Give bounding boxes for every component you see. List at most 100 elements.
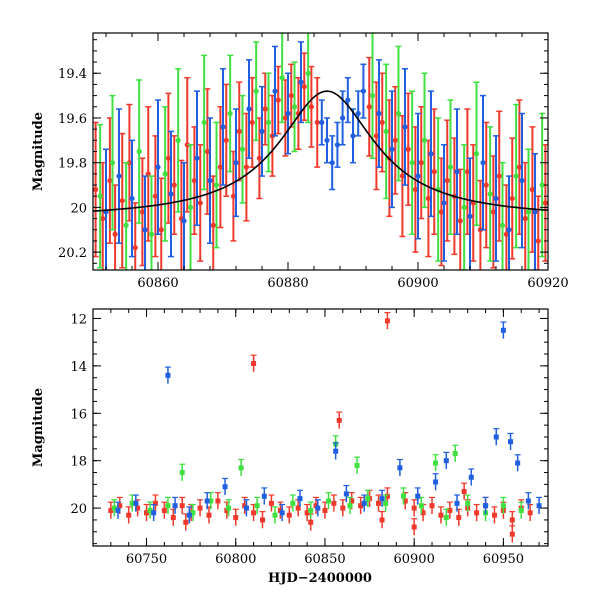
red-point [275, 97, 281, 103]
blue-point [297, 496, 303, 502]
blue-point [329, 160, 335, 166]
green-point [201, 119, 207, 126]
blue-point [315, 505, 321, 511]
blue-point [389, 146, 395, 152]
red-point [411, 505, 417, 511]
red-point [509, 531, 515, 537]
green-point [290, 500, 296, 506]
blue-point [350, 133, 356, 139]
green-point [187, 204, 194, 210]
green-point [279, 75, 285, 81]
blue-point [181, 218, 187, 224]
top-panel-y-axis-label: Magnitude [31, 112, 46, 191]
blue-point [515, 460, 521, 466]
blue-point [279, 510, 285, 516]
green-point [305, 70, 311, 76]
blue-point [506, 227, 512, 233]
blue-point [428, 151, 434, 157]
red-point [144, 510, 150, 516]
green-point [208, 498, 214, 504]
red-point [295, 505, 301, 511]
green-point [365, 496, 371, 502]
red-point [251, 361, 257, 367]
blue-point [334, 142, 340, 148]
green-point [175, 137, 181, 143]
red-point [336, 417, 342, 423]
green-point [452, 451, 458, 457]
blue-point [536, 503, 542, 509]
red-point [474, 510, 480, 516]
blue-point [433, 479, 439, 485]
blue-point [343, 491, 349, 497]
red-point [522, 215, 528, 222]
green-point [409, 160, 415, 166]
red-point [243, 164, 249, 170]
red-point [249, 119, 255, 126]
red-point [509, 195, 515, 202]
red-point [112, 231, 118, 237]
blue-point [454, 169, 460, 175]
x-tick-label: 60860 [137, 276, 178, 291]
red-point [366, 104, 372, 110]
red-point [405, 146, 411, 152]
red-point [191, 177, 197, 184]
red-point [308, 104, 314, 110]
blue-point [379, 496, 385, 502]
red-point [215, 498, 221, 504]
red-point [256, 155, 262, 161]
y-tick-label: 20.2 [58, 246, 87, 261]
green-point [226, 505, 232, 511]
green-point [265, 119, 272, 126]
green-point [539, 182, 545, 188]
green-point [369, 93, 376, 99]
blue-point [443, 458, 449, 464]
green-point [347, 503, 353, 509]
red-point [412, 186, 418, 193]
green-point [395, 110, 402, 117]
red-point [223, 137, 229, 143]
x-tick-label: 60920 [527, 276, 568, 291]
red-point [233, 515, 239, 521]
green-point [254, 503, 260, 509]
blue-point [480, 160, 486, 166]
green-point [525, 209, 532, 215]
green-point [129, 500, 135, 506]
red-point [206, 512, 212, 518]
top-panel: 60860 60880 60900 60920 19.4 19.6 19.8 20 20.2 M… [31, 32, 569, 291]
green-point [136, 148, 142, 155]
red-point [483, 182, 489, 188]
y-tick-label: 19.4 [58, 67, 87, 82]
bottom-panel-x-axis-label: HJD−2400000 [268, 571, 372, 586]
blue-point [233, 160, 239, 166]
red-point [490, 209, 496, 215]
red-point [210, 222, 216, 228]
red-point [399, 173, 405, 179]
red-point [301, 84, 307, 90]
red-point [461, 488, 467, 494]
red-point [179, 503, 185, 509]
blue-point [116, 173, 122, 179]
green-point [308, 507, 314, 513]
red-point [491, 512, 497, 518]
blue-point [220, 124, 226, 130]
red-point [308, 519, 314, 525]
red-point [340, 505, 346, 511]
red-point [170, 515, 176, 521]
y-tick-label: 12 [70, 312, 87, 327]
blue-point [441, 200, 447, 206]
red-point [444, 177, 450, 184]
red-point [197, 505, 203, 511]
blue-point [207, 177, 213, 184]
blue-point [519, 177, 525, 184]
blue-point [129, 195, 135, 202]
red-point [152, 500, 158, 506]
red-point [384, 318, 390, 324]
bottom-panel-frame [92, 308, 549, 547]
x-tick-label: 60900 [393, 552, 434, 567]
blue-point [345, 97, 351, 103]
x-tick-label: 60900 [397, 276, 438, 291]
green-point [326, 498, 332, 504]
blue-point [376, 110, 382, 117]
blue-point [333, 448, 339, 454]
